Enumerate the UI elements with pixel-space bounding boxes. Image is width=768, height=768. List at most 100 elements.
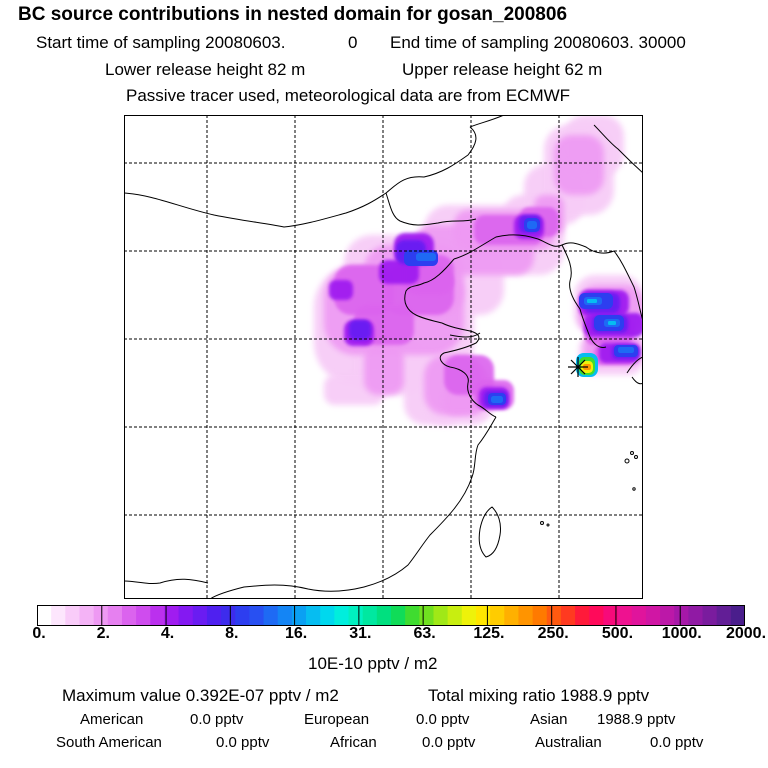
colorbar-tick-label: 125. [473,625,505,642]
colorbar-swatch [589,605,604,626]
colorbar-tick-label: 31. [349,625,372,642]
colorbar-swatch [688,605,704,626]
colorbar-tick-label: 1000. [661,625,702,642]
colorbar-swatch [334,605,350,626]
colorbar-swatch [546,605,562,626]
african-value: 0.0 pptv [422,734,476,751]
asian-label: Asian [530,711,568,728]
colorbar-swatch [206,605,222,626]
colorbar-tick-label: 8. [225,625,239,642]
colorbar-swatch [419,605,435,626]
plume-cell [416,253,436,261]
colorbar-swatch [164,605,180,626]
colorbar-swatch [532,605,548,626]
colorbar-swatch [702,605,718,626]
colorbar-frame [37,605,745,626]
australian-value: 0.0 pptv [650,734,704,751]
colorbar-swatch [405,605,420,626]
colorbar-swatch [37,605,52,626]
colorbar-tick-label: 2000. [725,625,767,642]
colorbar-swatch [235,605,250,626]
colorbar-swatch [617,605,633,626]
colorbar-swatch [277,605,293,626]
lat-lon-grid [124,115,643,599]
colorbar-swatch [447,605,463,626]
colorbar-tick-label: 250. [537,625,569,642]
plot-title: BC source contributions in nested domain… [18,4,568,25]
colorbar-swatch [306,605,321,626]
plume-cell [554,135,604,195]
colorbar-swatch [136,605,151,626]
colorbar-swatch [348,605,364,626]
plume-cell [329,280,353,300]
colorbar-unit-label: 10E-10 pptv / m2 [308,654,438,673]
colorbar-swatch [221,605,236,626]
colorbar-swatch [93,605,109,626]
receptor-star-icon [568,357,588,377]
source-contribution-field [314,115,643,425]
colorbar-swatch [107,605,123,626]
colorbar-swatch [65,605,81,626]
total-mixing-ratio-label: Total mixing ratio 1988.9 pptv [428,686,650,705]
map-frame [124,115,643,599]
asian-value: 1988.9 pptv [597,711,676,728]
colorbar-swatch [560,605,576,626]
colorbar-swatch [391,605,406,626]
colorbar-tick-label: 63. [413,625,436,642]
colorbar-tick-label: 4. [160,625,175,642]
plume-cell [364,345,404,395]
colorbar-swatch [490,605,505,626]
plume-cell [379,260,419,284]
plume-cell [491,396,503,403]
colorbar-swatch [362,605,378,626]
american-label: American [80,711,144,728]
colorbar-swatch [575,605,590,626]
colorbar [37,605,746,631]
european-value: 0.0 pptv [416,711,470,728]
colorbar-tick-label: 2. [96,625,110,642]
lower-release-label: Lower release height 82 m [105,60,306,79]
colorbar-swatch [192,605,208,626]
south-american-label: South American [56,734,162,751]
plume-cell [618,347,634,353]
map-panel [124,115,643,599]
colorbar-tick-labels: 0. 2. 4. 8. 16. 31. 63. 125. 250. 500. 1000. 2000. [0,625,768,647]
plume-cell [349,320,371,340]
colorbar-swatch [660,605,675,626]
colorbar-swatch [716,605,732,626]
european-label: European [304,711,370,728]
coastlines [124,115,643,599]
colorbar-swatches [37,605,746,626]
colorbar-swatch [376,605,392,626]
african-label: African [330,734,377,751]
colorbar-swatch [79,605,95,626]
start-time-label: Start time of sampling 20080603. [36,33,286,52]
colorbar-swatch [461,605,477,626]
plume-cell [608,321,616,325]
colorbar-swatch [475,605,491,626]
start-time-suffix: 0 [348,33,358,52]
colorbar-swatch [518,605,534,626]
colorbar-swatch [178,605,194,626]
plume-cell [587,299,597,303]
colorbar-swatch [504,605,520,626]
colorbar-swatch [291,605,307,626]
colorbar-swatch [320,605,335,626]
south-american-value: 0.0 pptv [216,734,270,751]
colorbar-tick-label: 16. [284,625,308,642]
colorbar-swatch [645,605,661,626]
colorbar-swatch [674,605,689,626]
colorbar-swatch [603,605,619,626]
maximum-value-label: Maximum value 0.392E-07 pptv / m2 [62,686,339,705]
colorbar-swatch [631,605,647,626]
colorbar-swatch [433,605,449,626]
plume-cell [334,265,394,315]
american-value: 0.0 pptv [190,711,244,728]
colorbar-swatch [263,605,279,626]
map-canvas [124,115,643,599]
colorbar-swatch [150,605,166,626]
colorbar-swatch [730,605,746,626]
colorbar-swatch [51,605,66,626]
colorbar-swatch [121,605,137,626]
upper-release-label: Upper release height 62 m [402,60,603,79]
